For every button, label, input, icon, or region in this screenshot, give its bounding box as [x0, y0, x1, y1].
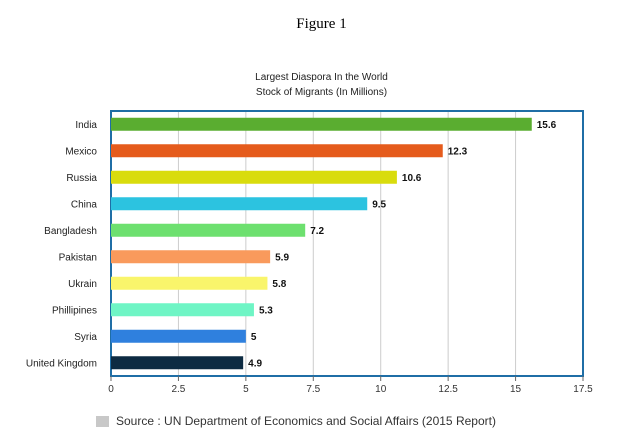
source-text: Source : UN Department of Economics and …: [116, 414, 496, 428]
category-label-4: Bangladesh: [44, 226, 97, 237]
category-label-0: India: [75, 120, 97, 131]
x-tick-label-0: 0: [108, 384, 114, 395]
value-label-2: 10.6: [402, 173, 422, 184]
category-label-3: China: [71, 199, 98, 210]
bar-5: [111, 250, 271, 264]
value-label-4: 7.2: [310, 226, 324, 237]
value-label-8: 5: [251, 332, 257, 343]
bar-8: [111, 329, 246, 343]
x-tick-label-2: 5: [243, 384, 249, 395]
bar-7: [111, 303, 254, 317]
bar-2: [111, 170, 397, 184]
bar-4: [111, 223, 306, 237]
bar-6: [111, 276, 268, 290]
value-label-3: 9.5: [372, 199, 386, 210]
x-tick-label-6: 15: [510, 384, 522, 395]
x-tick-label-3: 7.5: [306, 384, 320, 395]
category-label-5: Pakistan: [59, 252, 97, 263]
plot-frame: [110, 110, 584, 377]
bar-0: [111, 117, 532, 131]
x-tick-label-5: 12.5: [438, 384, 458, 395]
bar-1: [111, 144, 443, 158]
x-tick-label-1: 2.5: [171, 384, 185, 395]
category-label-8: Syria: [74, 332, 97, 343]
category-label-1: Mexico: [65, 146, 97, 157]
category-label-7: Phillipines: [52, 305, 97, 316]
figure-label: Figure 1: [296, 16, 347, 32]
value-label-0: 15.6: [537, 120, 557, 131]
source-swatch: [96, 415, 109, 427]
value-label-9: 4.9: [248, 358, 262, 369]
value-label-5: 5.9: [275, 252, 289, 263]
chart-subtitle: Stock of Migrants (In Millions): [255, 87, 388, 98]
x-tick-label-4: 10: [375, 384, 387, 395]
category-label-9: United Kingdom: [26, 358, 97, 369]
x-tick-label-7: 17.5: [573, 384, 593, 395]
category-label-6: Ukrain: [68, 279, 97, 290]
chart-title: Largest Diaspora In the World: [255, 72, 388, 83]
source-note: Source : UN Department of Economics and …: [96, 413, 496, 429]
category-label-2: Russia: [66, 173, 97, 184]
value-label-7: 5.3: [259, 305, 273, 316]
value-label-6: 5.8: [272, 279, 286, 290]
bar-3: [111, 197, 368, 211]
value-label-1: 12.3: [448, 146, 468, 157]
bar-9: [111, 356, 244, 370]
